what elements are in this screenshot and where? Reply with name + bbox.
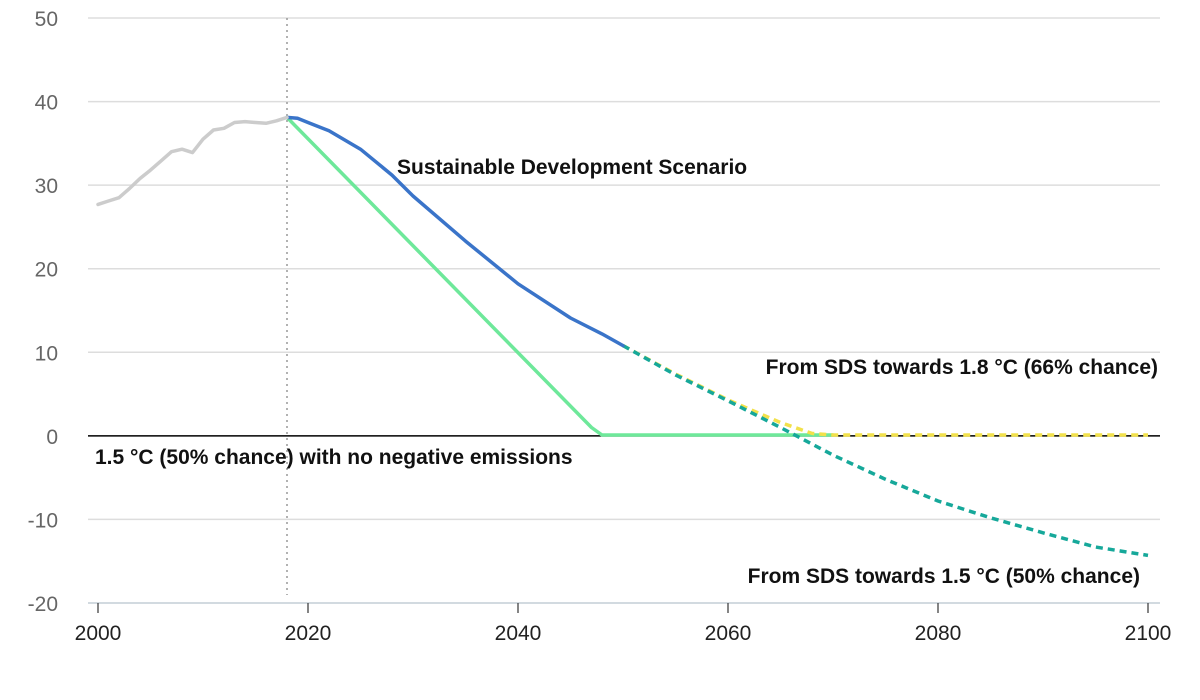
annotation-sds-1-5: From SDS towards 1.5 °C (50% chance) <box>748 565 1140 588</box>
series-line-sds-1-8 <box>622 344 1148 437</box>
annotation-no-negative: 1.5 °C (50% chance) with no negative emi… <box>95 446 573 469</box>
x-tick-label: 2020 <box>285 622 332 645</box>
annotations: Sustainable Development Scenario From SD… <box>95 156 1158 588</box>
annotation-sds-1-8: From SDS towards 1.8 °C (66% chance) <box>766 356 1158 379</box>
series-lines <box>96 115 1149 558</box>
x-tick-label: 2040 <box>495 622 542 645</box>
x-tick-label: 2080 <box>915 622 962 645</box>
y-tick-label: 0 <box>46 426 58 449</box>
y-tick-label: 40 <box>35 92 58 115</box>
annotation-sds: Sustainable Development Scenario <box>397 156 747 179</box>
series-line-no-negative <box>285 115 835 437</box>
y-tick-label: 30 <box>35 175 58 198</box>
y-tick-label: 10 <box>35 342 58 365</box>
series-line-sds <box>285 115 625 348</box>
y-tick-label: 50 <box>35 8 58 31</box>
x-tick-label: 2060 <box>705 622 752 645</box>
y-tick-label: -20 <box>28 593 58 616</box>
axes: -20 -10 0 10 20 30 40 50 2000 2020 2040 2060 2080 210… <box>28 8 1172 645</box>
y-tick-label: -10 <box>28 509 58 532</box>
y-tick-label: 20 <box>35 259 58 282</box>
grid-lines <box>88 17 1160 604</box>
series-line-sds-1-5 <box>622 344 1149 558</box>
x-tick-label: 2000 <box>75 622 122 645</box>
series-line-historical <box>96 115 289 207</box>
x-tick-label: 2100 <box>1125 622 1172 645</box>
